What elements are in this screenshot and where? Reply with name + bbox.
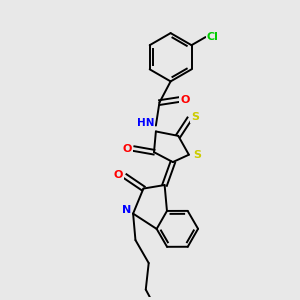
Text: O: O [123, 144, 132, 154]
Text: N: N [122, 205, 131, 215]
Text: S: S [191, 112, 199, 122]
Text: O: O [180, 94, 190, 105]
Text: S: S [193, 150, 201, 160]
Text: Cl: Cl [207, 32, 219, 42]
Text: O: O [114, 170, 123, 180]
Text: HN: HN [137, 118, 154, 128]
